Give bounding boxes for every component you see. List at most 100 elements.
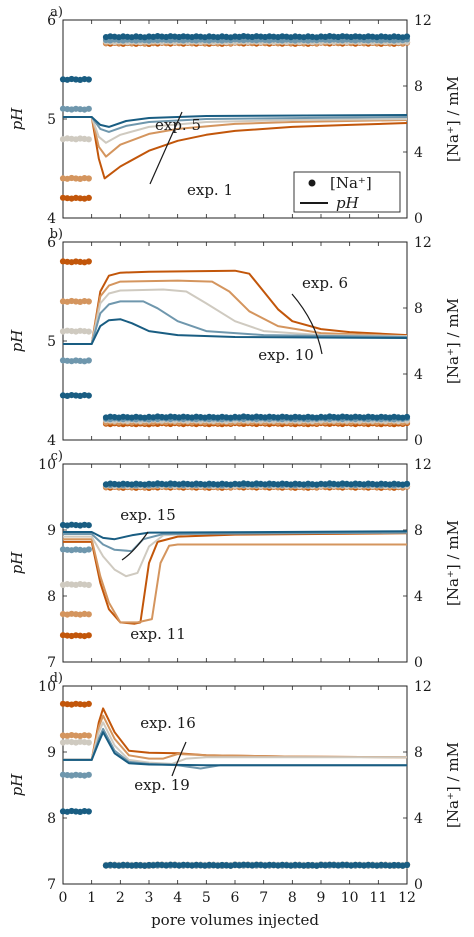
ph-line <box>63 727 407 770</box>
na-marker <box>85 357 92 364</box>
legend-box <box>293 171 401 213</box>
y-right-tick-label: 4 <box>414 145 423 161</box>
na-marker-series <box>59 771 411 869</box>
na-marker <box>85 258 92 265</box>
na-marker-series <box>59 38 411 182</box>
y-right-axis-label: [Na⁺] / mM <box>444 520 462 606</box>
ph-line <box>63 532 408 625</box>
y-left-tick-label: 7 <box>47 877 56 893</box>
y-right-tick-label: 0 <box>414 877 423 893</box>
ph-line <box>63 116 408 144</box>
y-left-tick-label: 9 <box>47 745 56 761</box>
plot-frame <box>62 685 408 885</box>
ph-line <box>63 538 407 624</box>
x-tick-label: 0 <box>59 890 68 906</box>
plot-frame <box>62 463 408 663</box>
na-marker-series <box>59 327 411 425</box>
y-left-tick-label: 10 <box>38 679 56 695</box>
annotation-label: exp. 5 <box>155 116 201 134</box>
annotation-label: exp. 6 <box>302 274 348 292</box>
na-marker <box>403 413 411 420</box>
x-tick-label: 11 <box>369 890 387 906</box>
y-left-tick-label: 5 <box>47 334 56 350</box>
x-tick-label: 12 <box>398 890 416 906</box>
y-left-axis-label: pH <box>8 773 26 797</box>
y-left-tick-label: 8 <box>47 811 56 827</box>
y-right-axis-label: [Na⁺] / mM <box>444 298 462 384</box>
na-marker-series <box>59 297 411 426</box>
na-marker <box>85 105 92 112</box>
na-marker-series <box>59 36 411 113</box>
na-marker-series <box>59 33 411 83</box>
na-marker <box>85 392 92 399</box>
na-marker <box>85 732 92 739</box>
na-marker <box>85 136 92 143</box>
x-tick-label: 3 <box>145 890 154 906</box>
y-right-tick-label: 8 <box>414 523 423 539</box>
ph-line <box>63 269 408 345</box>
y-right-tick-label: 8 <box>414 745 423 761</box>
legend-marker-label: [Na⁺] <box>330 174 372 192</box>
annotation-label: exp. 11 <box>130 625 186 643</box>
na-marker <box>85 194 92 201</box>
x-axis-label: pore volumes injected <box>151 911 319 929</box>
na-marker <box>85 581 92 589</box>
y-right-tick-label: 0 <box>414 655 423 671</box>
na-marker-series <box>59 392 411 421</box>
annotation-arrow <box>149 111 183 185</box>
na-marker <box>403 480 411 487</box>
ph-line <box>63 721 407 765</box>
na-marker <box>85 611 92 618</box>
annotation-label: exp. 16 <box>140 714 196 732</box>
ph-line <box>63 279 408 345</box>
y-left-tick-label: 7 <box>47 655 56 671</box>
na-marker <box>85 298 92 305</box>
annotation-arrow <box>171 741 187 777</box>
na-marker-series <box>59 482 411 618</box>
annotation-label: exp. 1 <box>187 181 233 199</box>
x-tick-label: 5 <box>202 890 211 906</box>
y-right-tick-label: 4 <box>414 811 423 827</box>
annotation-label: exp. 10 <box>258 346 314 364</box>
ph-line <box>63 300 408 345</box>
na-marker-series <box>59 480 411 529</box>
y-right-tick-label: 12 <box>414 235 432 251</box>
y-left-axis-label: pH <box>8 329 26 353</box>
na-marker <box>85 546 92 553</box>
chart-panel-3: 7 8 9 10 0 4 8 12 pH [Na⁺] / mM c) exp. 15 exp. 11 <box>8 449 462 671</box>
ph-line <box>63 714 408 761</box>
y-left-tick-label: 5 <box>47 112 56 128</box>
ph-line <box>63 318 408 345</box>
y-left-tick-label: 4 <box>47 433 56 449</box>
chart-panel-2: 4 5 6 0 4 8 12 pH [Na⁺] / mM b) exp. 6 exp. 10 <box>8 227 462 449</box>
na-marker-series <box>59 481 411 554</box>
y-left-tick-label: 6 <box>47 13 56 29</box>
x-tick-label: 7 <box>259 890 268 906</box>
y-left-axis-label: pH <box>8 107 26 131</box>
na-marker <box>85 700 92 708</box>
x-tick-label: 2 <box>116 890 125 906</box>
na-marker-series <box>59 483 411 640</box>
y-right-tick-label: 12 <box>414 13 432 29</box>
y-right-tick-label: 8 <box>414 79 423 95</box>
ph-line <box>63 114 408 128</box>
annotation-label: exp. 19 <box>134 776 190 794</box>
na-marker <box>85 522 92 529</box>
legend-line-label: pH <box>336 194 360 212</box>
na-marker <box>85 76 92 83</box>
y-right-axis-label: [Na⁺] / mM <box>444 742 462 828</box>
y-right-tick-label: 4 <box>414 367 423 383</box>
annotation-arrow <box>291 293 323 355</box>
panel-label: d) <box>50 671 63 686</box>
legend-marker-swatch <box>308 179 316 187</box>
na-marker <box>85 739 92 746</box>
y-left-tick-label: 9 <box>47 523 56 539</box>
x-tick-label: 8 <box>288 890 297 906</box>
y-left-tick-label: 10 <box>38 457 56 473</box>
y-right-tick-label: 0 <box>414 211 423 227</box>
x-tick-label: 9 <box>317 890 326 906</box>
na-marker-series <box>59 732 411 869</box>
panel-label: c) <box>51 449 63 464</box>
annotation-arrow <box>121 531 149 561</box>
y-left-tick-label: 4 <box>47 211 56 227</box>
